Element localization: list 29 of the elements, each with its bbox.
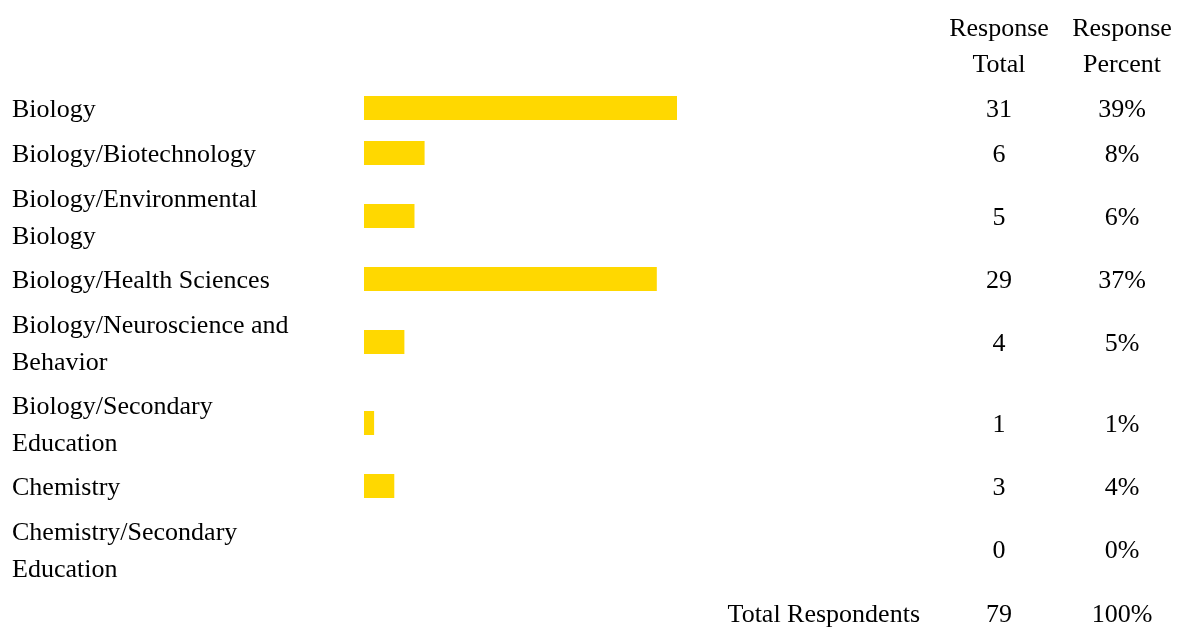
data-label: 4 <box>992 328 1006 357</box>
text: 79 <box>986 599 1012 628</box>
y-tick-label: Chemistry <box>12 472 121 501</box>
text: 100% <box>1091 599 1153 628</box>
y-tick-label: Biology <box>12 94 96 123</box>
data-label: 5 <box>992 202 1006 231</box>
y-tick-label: Biology/Biotechnology <box>12 139 257 168</box>
text: 1% <box>1104 409 1140 438</box>
data-label: 29 <box>986 265 1012 294</box>
y-tick-label: Biology/Health Sciences <box>12 265 270 294</box>
text: 4% <box>1104 472 1140 501</box>
y-tick-label: Chemistry/Secondary Education <box>12 516 238 583</box>
data-label: 3 <box>992 472 1006 501</box>
y-tick-label: Biology/Environmental Biology <box>12 183 258 250</box>
text: 0% <box>1104 535 1140 564</box>
data-label: 1 <box>992 409 1006 438</box>
text: Total Respondents <box>727 599 920 628</box>
text: 39% <box>1098 94 1146 123</box>
text: Response Total <box>949 13 1049 78</box>
text: 8% <box>1104 139 1140 168</box>
text: Response Percent <box>1072 13 1172 78</box>
y-tick-label: Biology/Secondary Education <box>12 390 213 457</box>
text: 37% <box>1098 265 1146 294</box>
data-label: 31 <box>986 94 1012 123</box>
y-tick-label: Biology/Neuroscience and Behavior <box>12 309 289 376</box>
text: 5% <box>1104 328 1140 357</box>
data-label: 0 <box>992 535 1006 564</box>
text: 6% <box>1104 202 1140 231</box>
data-label: 6 <box>992 139 1006 168</box>
